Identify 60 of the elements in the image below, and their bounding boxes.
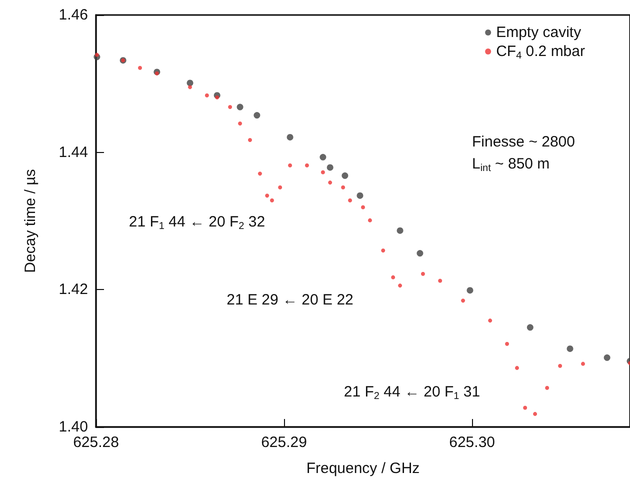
annotation: Finesse ~ 2800 bbox=[472, 134, 575, 150]
point bbox=[545, 386, 550, 390]
point bbox=[580, 362, 585, 366]
legend-label: Empty cavity bbox=[496, 24, 582, 41]
point bbox=[265, 194, 270, 198]
point bbox=[204, 93, 209, 98]
point bbox=[420, 272, 425, 276]
x-axis-title: Frequency / GHz bbox=[306, 460, 420, 477]
y-tick-label: 1.42 bbox=[58, 281, 88, 298]
y-tick-label: 1.46 bbox=[58, 6, 88, 24]
point bbox=[461, 298, 466, 303]
x-tick-label: 625.28 bbox=[73, 434, 119, 451]
point bbox=[396, 227, 404, 234]
point bbox=[368, 218, 372, 222]
x-tick-label: 625.30 bbox=[449, 434, 495, 451]
point bbox=[254, 112, 260, 118]
point bbox=[488, 318, 492, 323]
point bbox=[228, 105, 232, 110]
point bbox=[526, 324, 534, 331]
point bbox=[523, 406, 528, 410]
point bbox=[416, 250, 424, 257]
point bbox=[391, 275, 396, 280]
point bbox=[138, 66, 142, 70]
point bbox=[215, 95, 220, 100]
point bbox=[238, 121, 242, 126]
point bbox=[154, 71, 159, 76]
point bbox=[320, 170, 325, 174]
point bbox=[438, 278, 442, 283]
y-axis-title: Decay time / µs bbox=[22, 169, 39, 273]
point bbox=[304, 163, 309, 168]
point bbox=[286, 134, 294, 140]
point bbox=[361, 205, 365, 210]
point bbox=[258, 172, 262, 176]
point bbox=[326, 164, 334, 171]
point bbox=[320, 154, 326, 160]
point bbox=[398, 284, 402, 288]
y-tick-label: 1.44 bbox=[58, 144, 88, 161]
point bbox=[236, 104, 244, 110]
x-tick-label: 625.29 bbox=[261, 434, 307, 451]
annotation: 21 E 29 ← 20 E 22 bbox=[226, 292, 354, 308]
point bbox=[558, 364, 562, 368]
point bbox=[348, 198, 352, 202]
point bbox=[278, 185, 282, 190]
point bbox=[515, 366, 519, 370]
y-tick-label: 1.40 bbox=[58, 418, 88, 436]
point bbox=[604, 354, 610, 361]
point bbox=[381, 248, 386, 253]
point bbox=[270, 198, 274, 202]
point bbox=[341, 185, 346, 190]
point bbox=[342, 172, 348, 179]
point bbox=[356, 192, 364, 199]
point bbox=[466, 287, 474, 294]
point bbox=[288, 163, 292, 168]
point bbox=[566, 345, 574, 352]
point bbox=[94, 52, 99, 57]
point bbox=[188, 85, 192, 90]
point bbox=[505, 342, 510, 346]
point bbox=[248, 138, 252, 142]
point bbox=[328, 180, 332, 185]
point bbox=[533, 412, 538, 416]
